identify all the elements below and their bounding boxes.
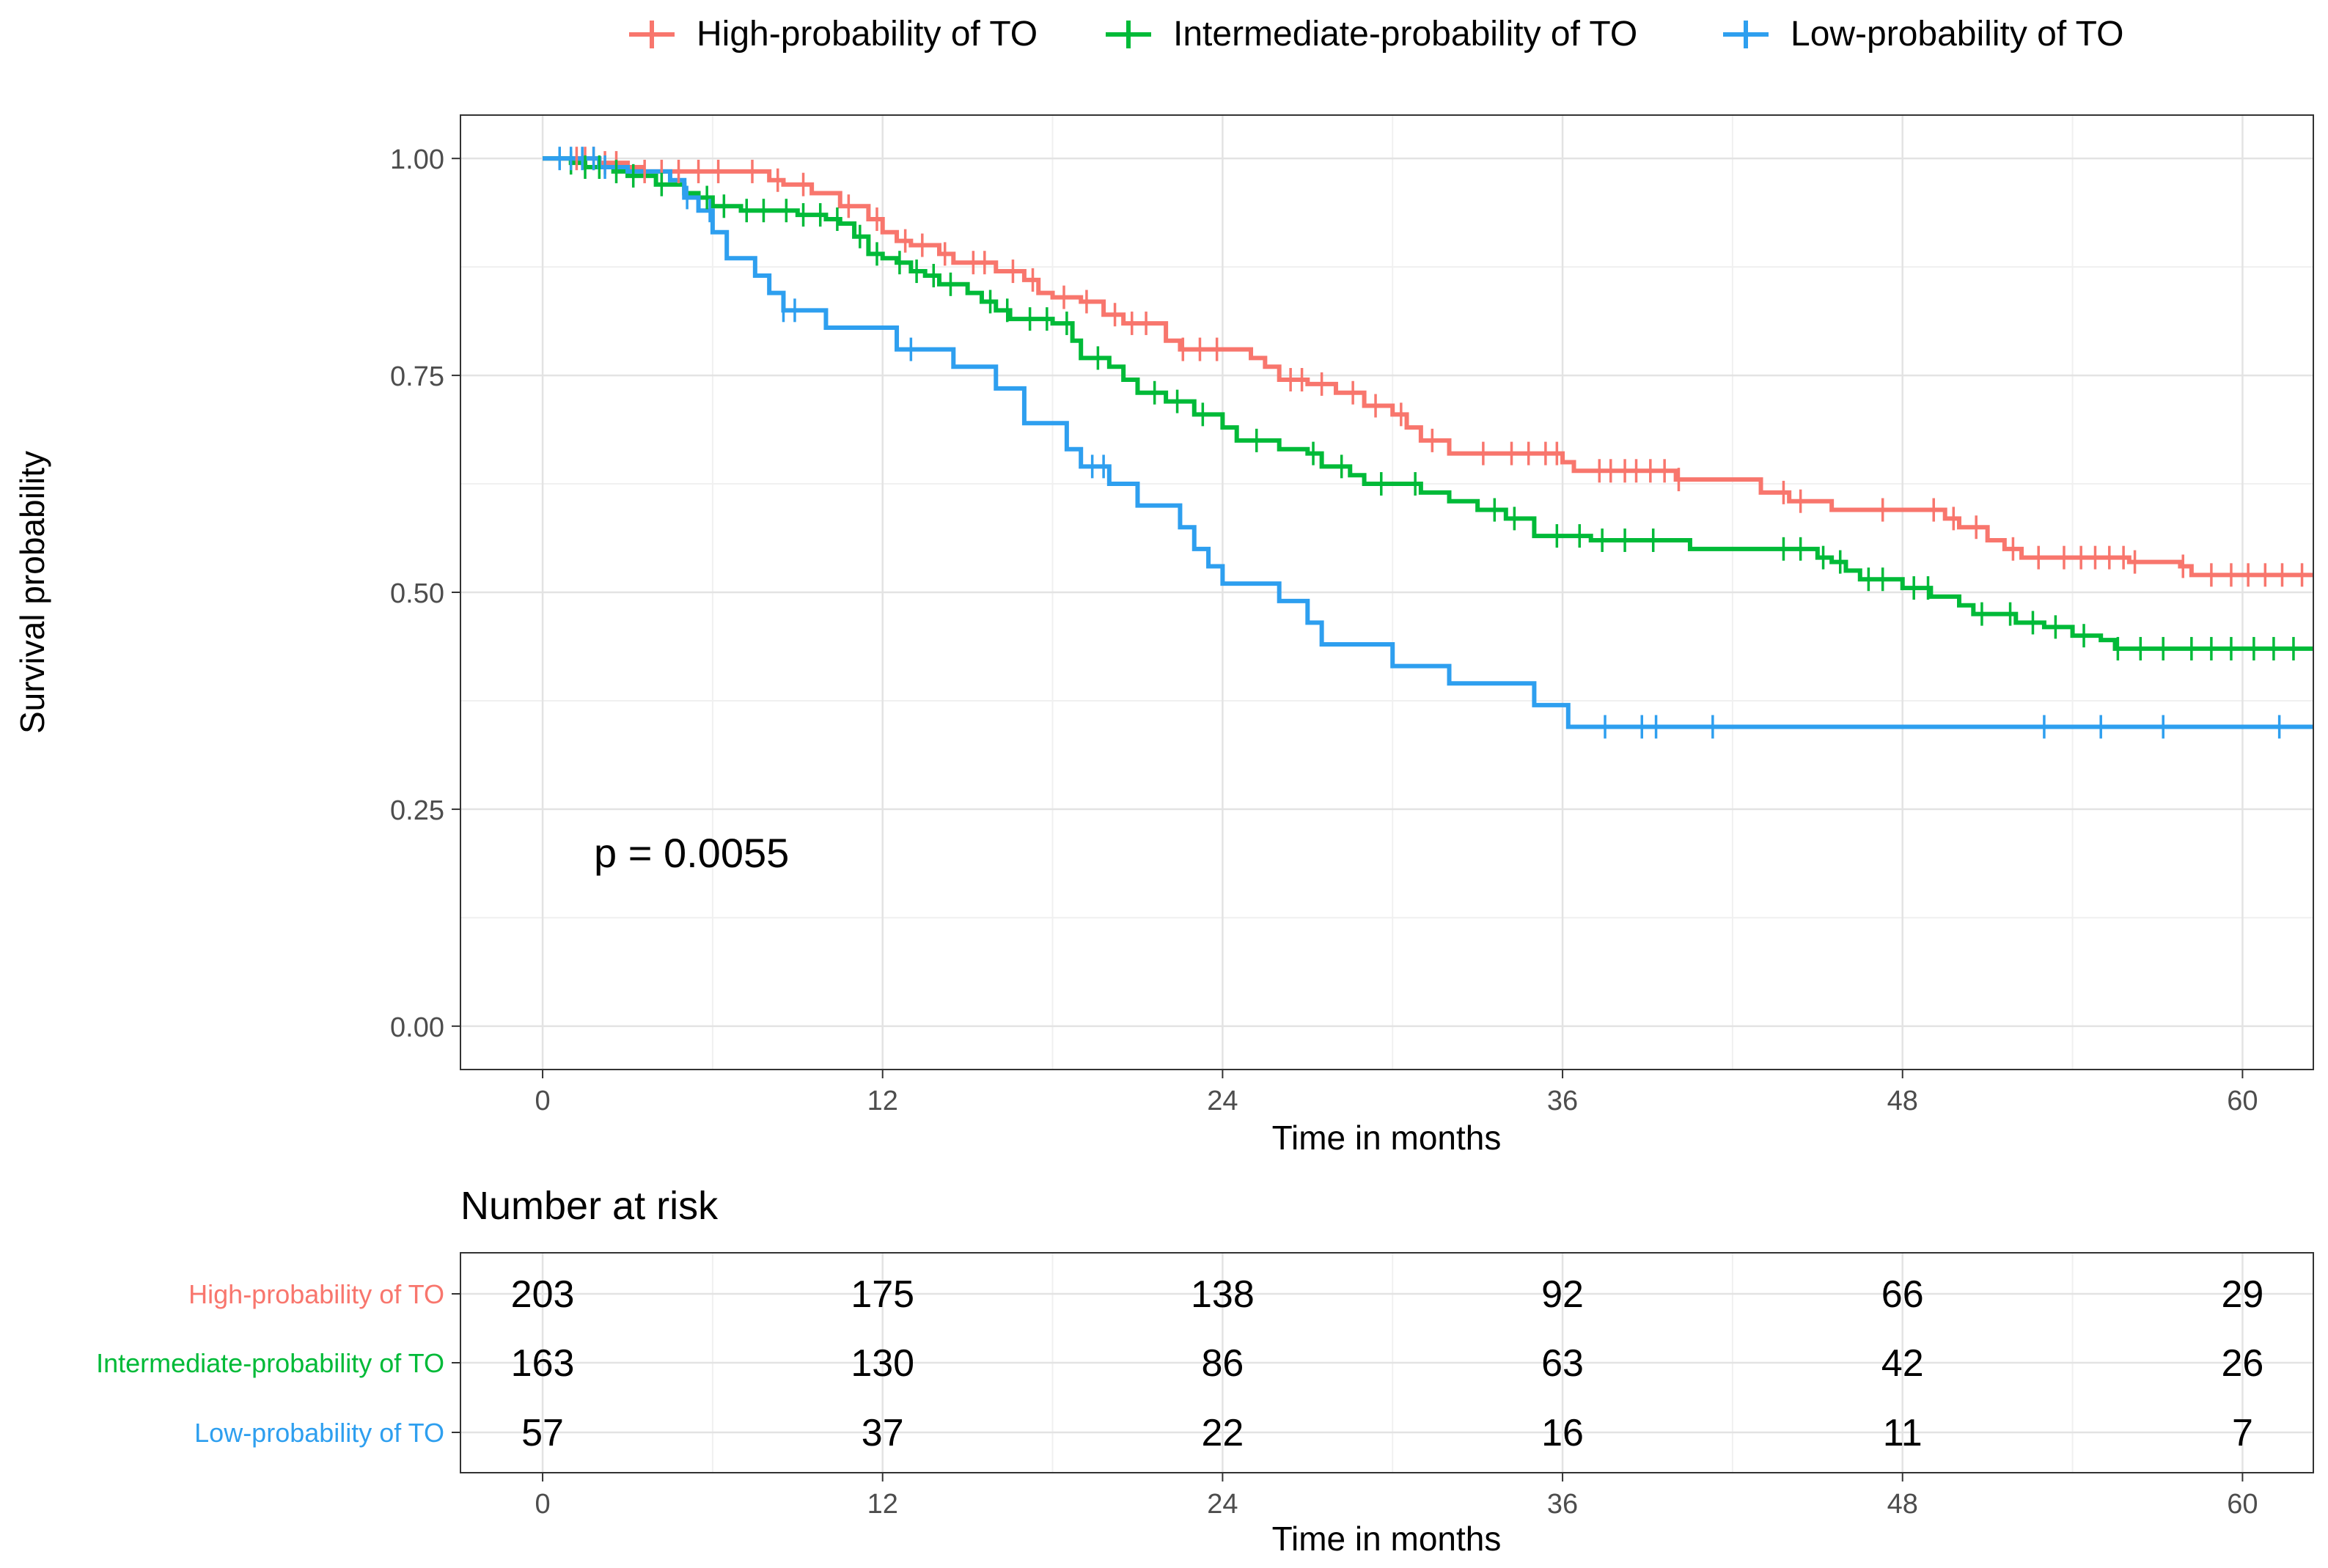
censor-marks xyxy=(558,147,2304,739)
legend-label-low: Low-probability of TO xyxy=(1791,15,2123,54)
risk-table-x-ticks: 0 12 24 36 48 60 xyxy=(535,1473,2258,1520)
risk-cell: 29 xyxy=(2221,1273,2263,1316)
table-x-tick-label: 0 xyxy=(535,1489,550,1520)
risk-table: Number at risk High-probability of TO Int… xyxy=(96,1184,2314,1558)
risk-table-title: Number at risk xyxy=(460,1184,719,1228)
legend-item-high: High-probability of TO xyxy=(629,15,1038,54)
risk-cell: 16 xyxy=(1541,1412,1584,1454)
x-tick-label: 12 xyxy=(867,1086,898,1116)
risk-table-cells: 203 175 138 92 66 29 163 130 86 63 42 26 57 37 22 16 11 7 xyxy=(511,1273,2264,1454)
y-tick-label: 1.00 xyxy=(390,144,444,175)
risk-cell: 175 xyxy=(851,1273,914,1316)
table-x-tick-label: 60 xyxy=(2227,1489,2258,1520)
legend-item-low: Low-probability of TO xyxy=(1723,15,2123,54)
y-tick-label: 0.50 xyxy=(390,578,444,609)
table-x-tick-label: 24 xyxy=(1207,1489,1238,1520)
risk-cell: 86 xyxy=(1201,1342,1244,1385)
plot-border xyxy=(460,114,2314,1070)
risk-cell: 63 xyxy=(1541,1342,1584,1385)
risk-row-label: Intermediate-probability of TO xyxy=(96,1348,444,1378)
risk-row-label: High-probability of TO xyxy=(188,1279,444,1309)
table-x-tick-label: 36 xyxy=(1547,1489,1578,1520)
risk-cell: 22 xyxy=(1201,1412,1244,1454)
x-tick-label: 36 xyxy=(1547,1086,1578,1116)
y-tick-label: 0.75 xyxy=(390,361,444,392)
risk-table-border xyxy=(460,1252,2314,1473)
y-tick-label: 0.25 xyxy=(390,795,444,826)
y-axis-title: Survival probability xyxy=(13,451,51,734)
risk-cell: 138 xyxy=(1191,1273,1255,1316)
risk-cell: 11 xyxy=(1883,1412,1923,1454)
legend-item-intermediate: Intermediate-probability of TO xyxy=(1106,15,1637,54)
x-tick-label: 60 xyxy=(2227,1086,2258,1116)
survival-curve-intermediate xyxy=(543,156,2313,651)
risk-table-x-axis-title: Time in months xyxy=(1272,1520,1502,1558)
table-x-tick-label: 48 xyxy=(1887,1489,1918,1520)
x-tick-label: 0 xyxy=(535,1086,550,1116)
legend-label-intermediate: Intermediate-probability of TO xyxy=(1173,15,1637,54)
x-axis-ticks: 0 12 24 36 48 60 xyxy=(535,1070,2258,1116)
risk-cell: 7 xyxy=(2232,1412,2253,1454)
risk-cell: 66 xyxy=(1881,1273,1924,1316)
x-tick-label: 48 xyxy=(1887,1086,1918,1116)
legend-label-high: High-probability of TO xyxy=(697,15,1038,54)
survival-curve-high xyxy=(543,156,2313,578)
risk-cell: 163 xyxy=(511,1342,575,1385)
plot-gridlines xyxy=(460,115,2313,1070)
risk-cell: 130 xyxy=(851,1342,914,1385)
risk-cell: 37 xyxy=(862,1412,904,1454)
risk-row-label: Low-probability of TO xyxy=(194,1418,444,1448)
x-axis-title: Time in months xyxy=(1272,1119,1502,1157)
y-axis-ticks: 0.00 0.25 0.50 0.75 1.00 xyxy=(390,144,460,1043)
risk-cell: 42 xyxy=(1881,1342,1924,1385)
y-tick-label: 0.00 xyxy=(390,1012,444,1043)
risk-cell: 57 xyxy=(521,1412,564,1454)
risk-table-row-labels: High-probability of TO Intermediate-proba… xyxy=(96,1279,460,1448)
risk-cell: 92 xyxy=(1541,1273,1584,1316)
x-tick-label: 24 xyxy=(1207,1086,1238,1116)
survival-curves xyxy=(543,156,2313,729)
risk-table-gridlines xyxy=(460,1253,2313,1473)
survival-plot-panel: 0.00 0.25 0.50 0.75 1.00 0 12 24 36 48 60 p = 0.0… xyxy=(13,114,2314,1157)
legend: High-probability of TO Intermediate-prob… xyxy=(629,15,2123,54)
p-value-annotation: p = 0.0055 xyxy=(594,830,789,876)
table-x-tick-label: 12 xyxy=(867,1489,898,1520)
survival-curve-low xyxy=(543,156,2313,729)
risk-cell: 26 xyxy=(2221,1342,2263,1385)
risk-cell: 203 xyxy=(511,1273,575,1316)
